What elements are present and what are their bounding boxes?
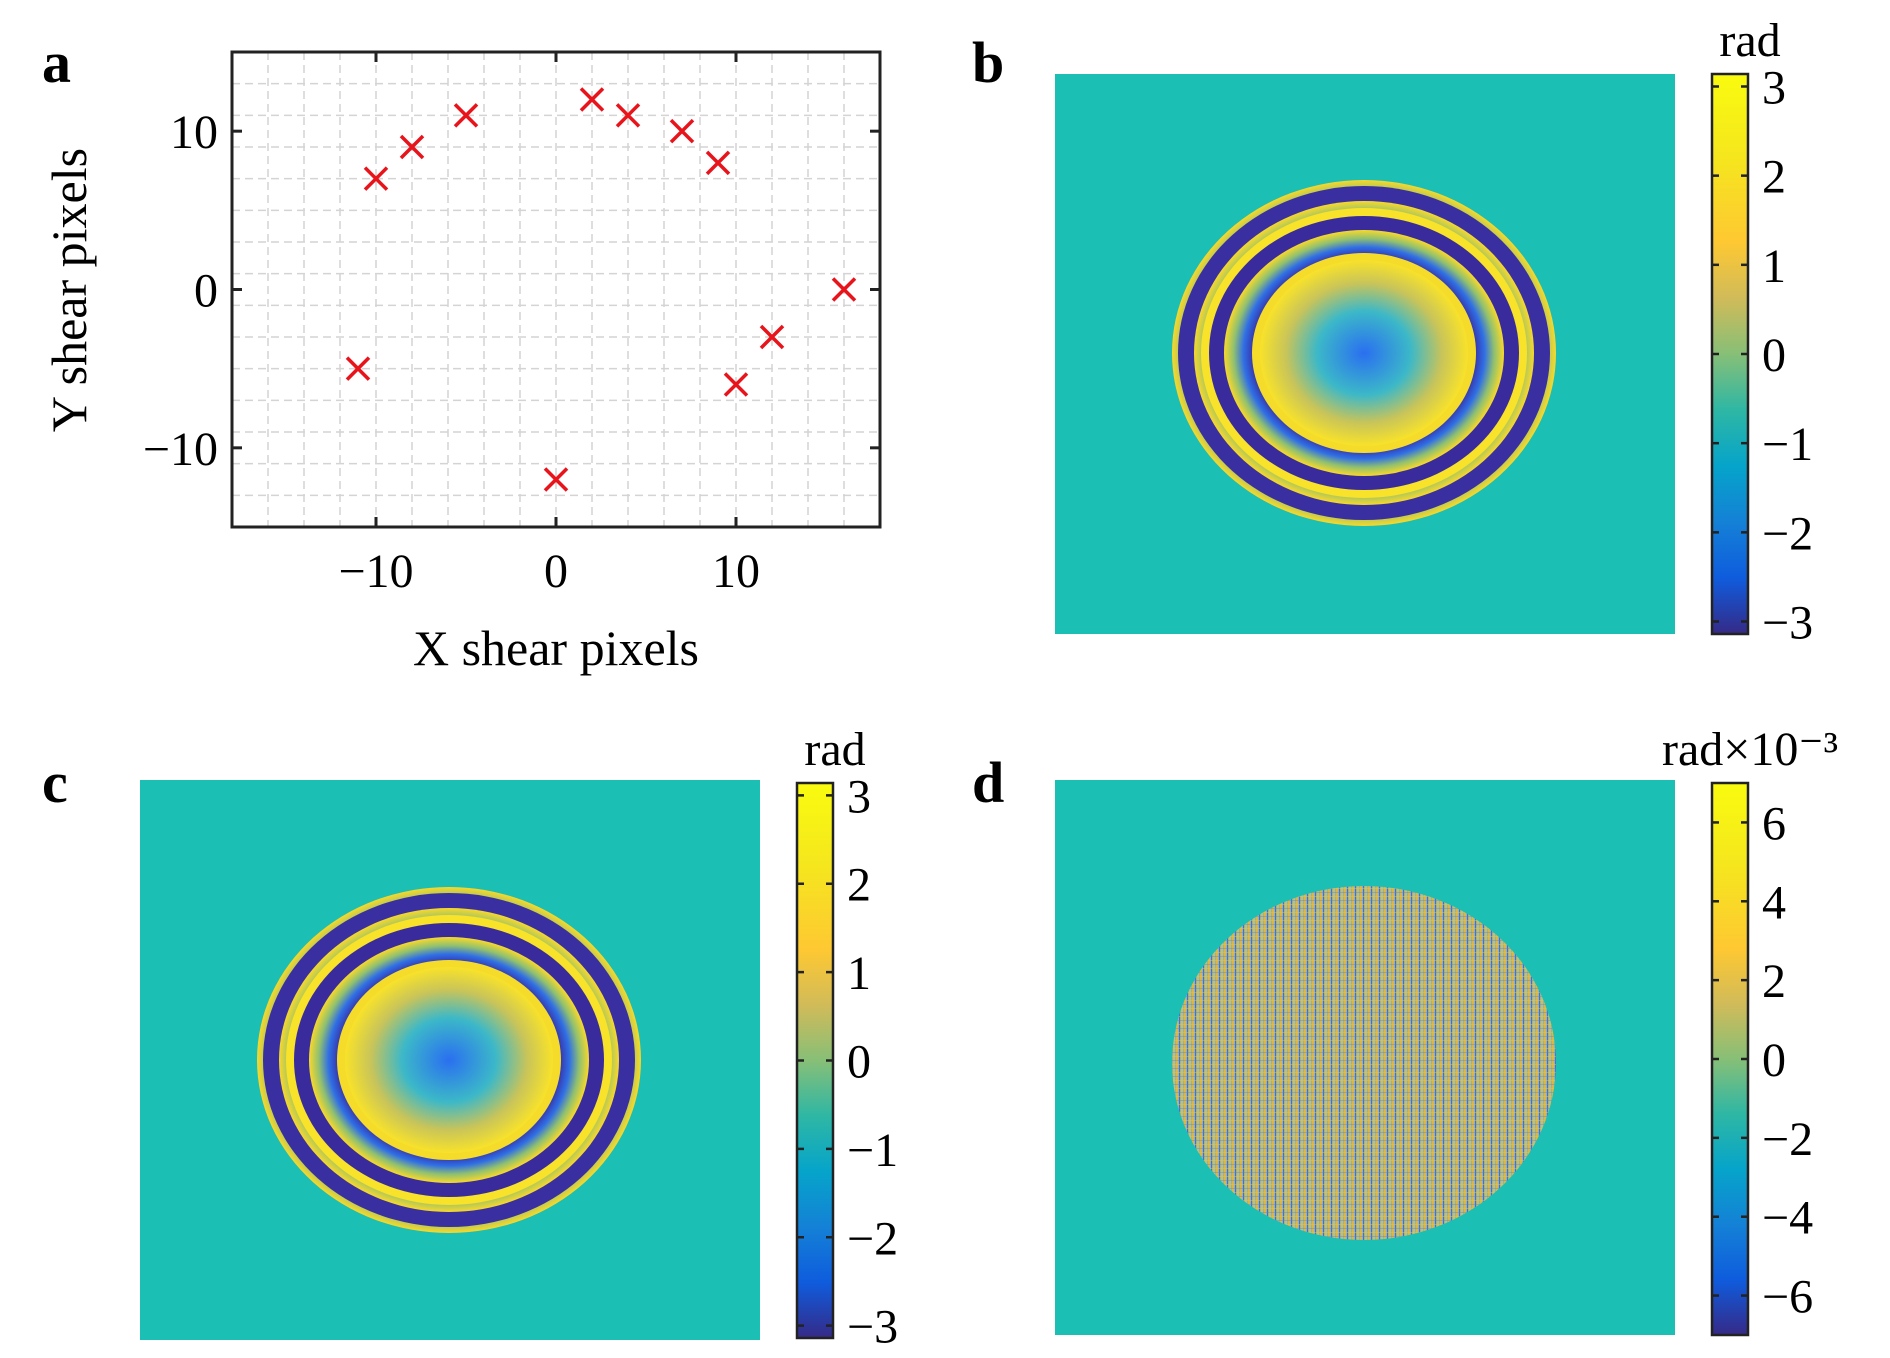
panel-label-a: a — [42, 30, 71, 95]
colorbar-label: rad — [1719, 14, 1780, 67]
colorbar-tick-label: 2 — [1762, 955, 1786, 1008]
x-tick-label: −10 — [338, 545, 413, 598]
colorbar-tick-label: −6 — [1762, 1271, 1813, 1324]
data-point — [345, 356, 371, 381]
ticks: −10 0 10 −10 0 10 — [143, 52, 880, 598]
colorbar-tick-label: 1 — [1762, 240, 1786, 293]
colorbar-tick-label: 0 — [847, 1036, 871, 1089]
colorbar-tick-label: −3 — [847, 1301, 898, 1354]
data-point — [669, 118, 695, 144]
y-tick-label: 10 — [170, 106, 218, 159]
data-point — [723, 372, 749, 397]
colorbar-tick-label: −2 — [847, 1212, 898, 1265]
x-tick-label: 10 — [712, 545, 760, 598]
panel-label-c: c — [42, 750, 68, 815]
phase-map-b: 3 2 1 0 −1 −2 −3 rad — [1055, 14, 1813, 650]
colorbar-tick-label: −2 — [1762, 507, 1813, 560]
residual-map-d: 6 4 2 0 −2 −4 −6 rad×10⁻³ — [1055, 723, 1838, 1337]
panel-label-b: b — [972, 30, 1004, 95]
y-tick-label: 0 — [194, 265, 218, 318]
colorbar-tick-label: −1 — [1762, 418, 1813, 471]
data-point — [705, 150, 731, 176]
colorbar-label: rad×10⁻³ — [1662, 723, 1838, 776]
grid — [232, 52, 880, 527]
colorbar-tick-label: −4 — [1762, 1192, 1813, 1245]
colorbar-tick-label: 3 — [847, 770, 871, 823]
scatter-plot-a: −10 0 10 −10 0 10 X shear pixels Y shear pixe… — [41, 50, 882, 676]
colorbar-label: rad — [804, 723, 865, 776]
colorbar-tick-label: 2 — [847, 859, 871, 912]
colorbar: 3 2 1 0 −1 −2 −3 rad — [795, 723, 898, 1354]
x-axis-label: X shear pixels — [413, 620, 699, 676]
colorbar: 6 4 2 0 −2 −4 −6 rad×10⁻³ — [1662, 723, 1838, 1337]
axes-box — [230, 50, 882, 529]
residual-disk — [1172, 886, 1556, 1240]
data-point — [615, 103, 641, 128]
panel-label-d: d — [972, 750, 1004, 815]
data-point — [453, 103, 479, 128]
data-points — [345, 87, 857, 492]
colorbar-tick-label: 0 — [1762, 329, 1786, 382]
data-point — [579, 87, 605, 112]
colorbar-tick-label: −1 — [847, 1124, 898, 1177]
x-tick-label: 0 — [544, 545, 568, 598]
colorbar-tick-label: 2 — [1762, 151, 1786, 204]
colorbar-tick-label: 1 — [847, 947, 871, 1000]
colorbar-tick-label: 3 — [1762, 61, 1786, 114]
colorbar-tick-label: 4 — [1762, 876, 1786, 929]
phase-rings — [1172, 180, 1556, 526]
data-point — [363, 166, 389, 191]
colorbar-tick-label: 0 — [1762, 1034, 1786, 1087]
y-axis-label: Y shear pixels — [41, 148, 97, 432]
colorbar-tick-label: 6 — [1762, 797, 1786, 850]
y-tick-label: −10 — [143, 423, 218, 476]
data-point — [831, 277, 857, 302]
data-point — [543, 467, 569, 492]
colorbar-tick-label: −2 — [1762, 1113, 1813, 1166]
colorbar-tick-label: −3 — [1762, 597, 1813, 650]
data-point — [399, 134, 425, 160]
colorbar: 3 2 1 0 −1 −2 −3 rad — [1710, 14, 1813, 650]
phase-rings — [257, 887, 641, 1233]
data-point — [759, 324, 785, 350]
phase-map-c: 3 2 1 0 −1 −2 −3 rad — [140, 723, 898, 1354]
